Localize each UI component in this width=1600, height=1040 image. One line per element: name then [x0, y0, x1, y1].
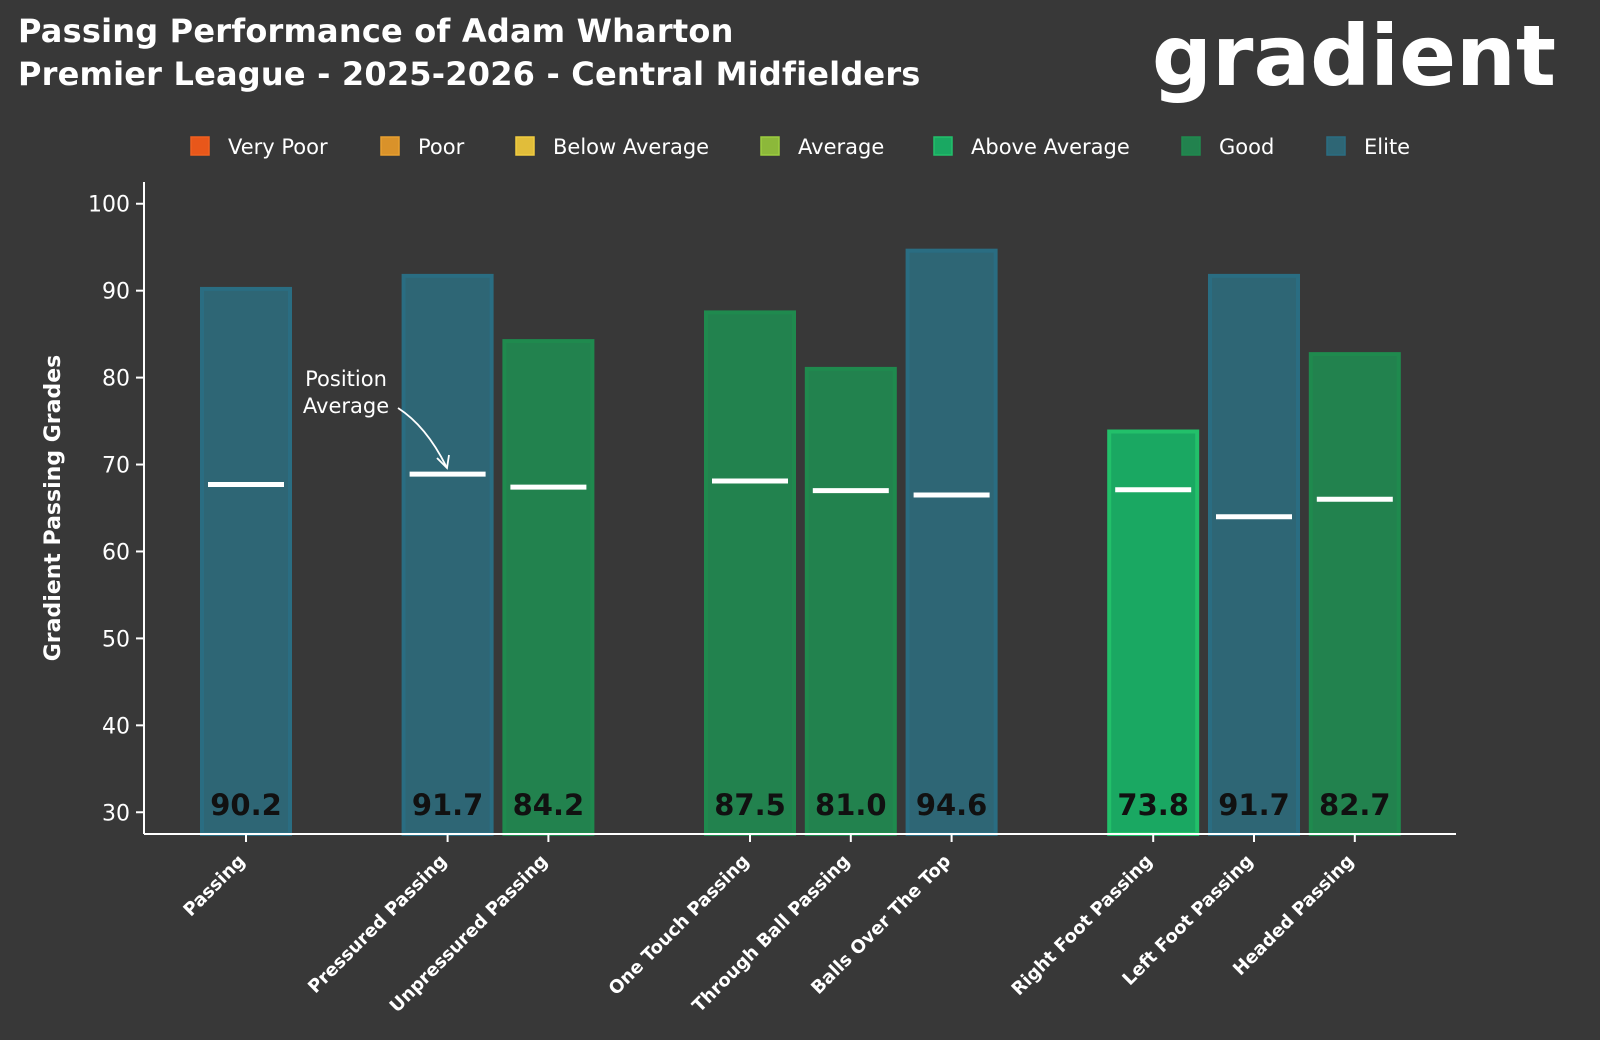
- chart-title: Passing Performance of Adam Wharton: [18, 12, 734, 50]
- chart-title-block: Passing Performance of Adam Wharton Prem…: [18, 10, 921, 96]
- legend-label-above-average: Above Average: [971, 135, 1130, 159]
- value-label-0: 90.2: [210, 788, 282, 822]
- y-tick-label-40: 40: [102, 714, 130, 739]
- bar-6: [1107, 429, 1200, 836]
- legend-label-good: Good: [1219, 135, 1274, 159]
- bar-3: [704, 310, 796, 836]
- value-label-1: 91.7: [412, 788, 484, 822]
- annotation-arrowhead: [436, 454, 450, 470]
- legend-swatch-very-poor: [190, 136, 210, 156]
- annotation-text-line2: Average: [303, 394, 389, 418]
- y-axis-label: Gradient Passing Grades: [41, 355, 66, 662]
- bar-1: [401, 273, 494, 836]
- bar-2: [502, 339, 595, 836]
- bar-4: [804, 366, 897, 836]
- annotation-arrow: [397, 407, 447, 467]
- value-label-8: 82.7: [1319, 788, 1391, 822]
- legend-swatch-elite: [1326, 136, 1346, 156]
- y-tick-label-30: 30: [102, 801, 130, 826]
- bar-8: [1308, 352, 1401, 836]
- legend-label-very-poor: Very Poor: [228, 135, 328, 159]
- y-tick-label-70: 70: [102, 454, 130, 479]
- legend-label-poor: Poor: [418, 135, 465, 159]
- y-tick-label-100: 100: [88, 193, 130, 218]
- y-tick-label-60: 60: [102, 540, 130, 565]
- value-label-3: 87.5: [714, 788, 786, 822]
- legend-swatch-poor: [380, 136, 400, 156]
- value-label-2: 84.2: [513, 788, 585, 822]
- gradient-logo: gradient: [1151, 7, 1556, 105]
- value-label-7: 91.7: [1218, 788, 1290, 822]
- legend-swatch-below-average: [515, 136, 535, 156]
- bar-7: [1208, 273, 1300, 836]
- legend-label-elite: Elite: [1364, 135, 1410, 159]
- annotation-text-line1: Position: [305, 367, 387, 391]
- value-label-5: 94.6: [916, 788, 988, 822]
- chart-subtitle: Premier League - 2025-2026 - Central Mid…: [18, 55, 921, 93]
- y-tick-label-80: 80: [102, 367, 130, 392]
- category-label-0: Passing: [179, 851, 249, 921]
- legend-swatch-average: [760, 136, 780, 156]
- value-label-4: 81.0: [815, 788, 887, 822]
- legend-swatch-good: [1181, 136, 1201, 156]
- y-tick-label-50: 50: [102, 627, 130, 652]
- value-label-6: 73.8: [1117, 788, 1189, 822]
- legend-label-average: Average: [798, 135, 884, 159]
- legend-label-below-average: Below Average: [553, 135, 709, 159]
- bar-0: [200, 286, 292, 837]
- bar-5: [905, 248, 998, 837]
- legend-swatch-above-average: [933, 136, 953, 156]
- y-tick-label-90: 90: [102, 280, 130, 305]
